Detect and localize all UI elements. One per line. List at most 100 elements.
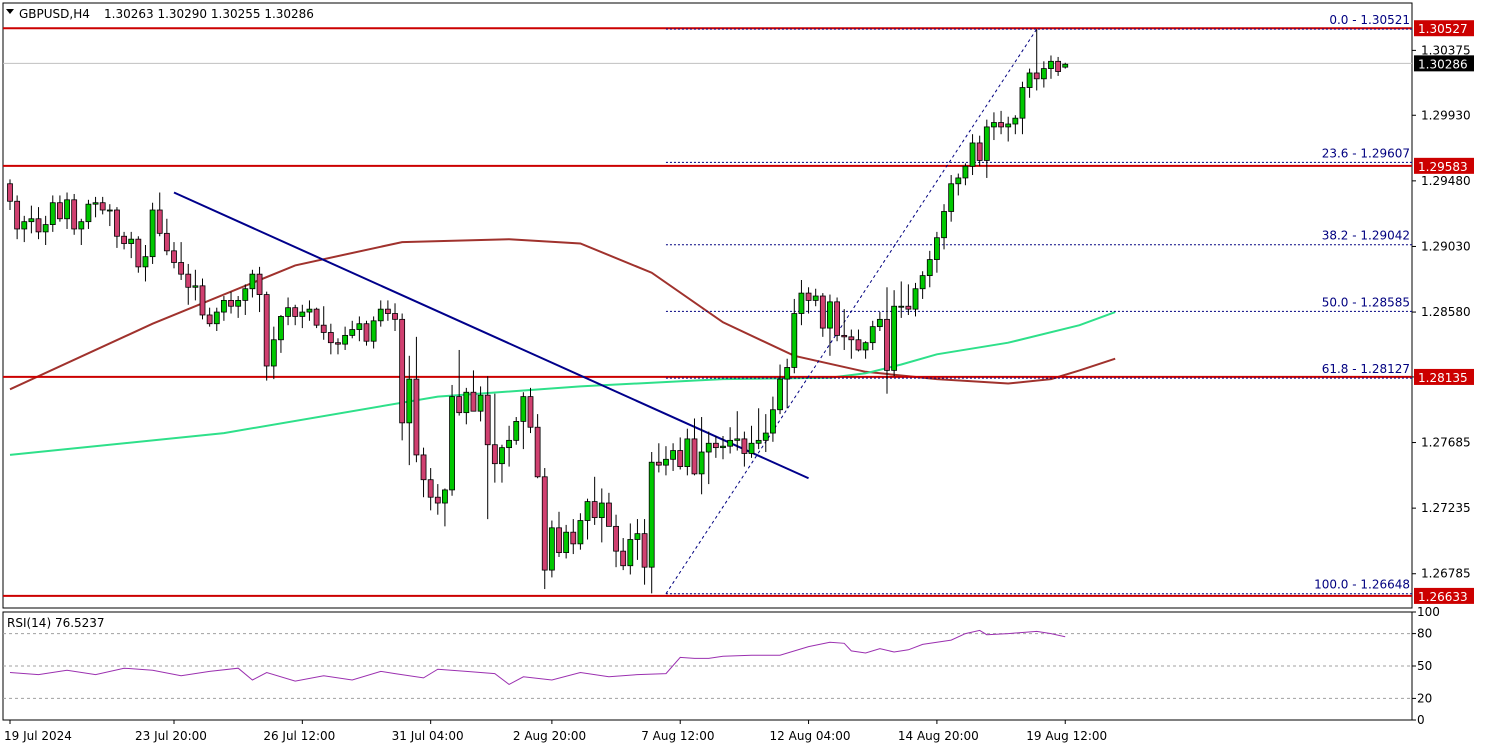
bullish-candle <box>734 438 741 441</box>
bullish-candle <box>926 259 933 277</box>
bullish-candle <box>962 165 969 179</box>
bearish-candle <box>905 305 912 310</box>
bullish-candle <box>499 447 505 465</box>
bullish-candle <box>648 461 655 568</box>
bearish-candle <box>1033 72 1040 80</box>
bullish-candle <box>213 311 220 325</box>
bullish-candle <box>92 202 99 205</box>
bearish-candle <box>320 324 327 333</box>
bullish-candle <box>142 256 149 268</box>
bullish-candle <box>42 224 49 233</box>
bullish-candle <box>49 202 56 225</box>
bearish-candle <box>805 292 812 301</box>
bearish-candle <box>641 533 648 568</box>
bullish-candle <box>477 394 484 412</box>
bearish-candle <box>841 334 848 338</box>
downtrend-line <box>173 191 809 480</box>
bullish-candle <box>1048 60 1054 70</box>
bullish-candle <box>299 311 306 317</box>
bullish-candle <box>235 299 242 307</box>
x-tick-label: 2 Aug 20:00 <box>513 729 586 743</box>
moving-average-slow-line <box>9 238 1116 391</box>
rsi-line <box>9 629 1066 685</box>
bullish-candle <box>862 342 869 351</box>
x-tick-label: 12 Aug 04:00 <box>770 729 851 743</box>
x-tick-label: 19 Aug 12:00 <box>1026 729 1107 743</box>
fibonacci-level-label: 0.0 - 1.30521 <box>1329 13 1410 27</box>
x-tick-label: 14 Aug 20:00 <box>898 729 979 743</box>
bearish-candle <box>14 200 21 230</box>
bullish-candle <box>941 211 947 239</box>
bullish-candle <box>128 238 135 244</box>
y-tick-label: 1.29480 <box>1421 174 1471 188</box>
fibonacci-level-label: 50.0 - 1.28585 <box>1322 295 1410 309</box>
rsi-title: RSI(14) 76.5237 <box>7 616 105 630</box>
bullish-candle <box>755 439 762 444</box>
bearish-candle <box>420 454 427 481</box>
bearish-candle <box>427 479 434 498</box>
bullish-candle <box>548 527 555 571</box>
bearish-candle <box>819 295 826 329</box>
bearish-candle <box>413 378 420 456</box>
bullish-candle <box>370 320 377 342</box>
bullish-candle <box>784 367 791 380</box>
ohlc-readout: 1.30263 1.30290 1.30255 1.30286 <box>104 7 314 21</box>
bearish-candle <box>470 391 477 412</box>
dropdown-triangle-icon[interactable] <box>6 9 14 14</box>
bullish-candle <box>919 275 926 290</box>
bullish-candle <box>442 489 448 504</box>
bearish-candle <box>491 444 498 465</box>
y-tick-label: 1.30375 <box>1421 43 1471 57</box>
bullish-candle <box>1040 68 1047 80</box>
bullish-candle <box>64 199 70 220</box>
bearish-candle <box>71 199 78 230</box>
bearish-candle <box>99 202 106 211</box>
bearish-candle <box>384 308 391 314</box>
bullish-candle <box>948 183 955 212</box>
y-tick-label: 1.29030 <box>1421 239 1471 253</box>
y-tick-label: 1.28580 <box>1421 305 1471 319</box>
bullish-candle <box>720 445 726 449</box>
bullish-candle <box>449 396 455 491</box>
bearish-candle <box>185 273 192 288</box>
bullish-candle <box>21 221 28 230</box>
bullish-candle <box>349 329 356 336</box>
bearish-candle <box>163 232 170 252</box>
bullish-candle <box>149 209 156 258</box>
bullish-candle <box>506 439 513 449</box>
bullish-candle <box>869 326 876 344</box>
bearish-candle <box>976 142 983 161</box>
bearish-candle <box>884 318 890 371</box>
x-tick-label: 19 Jul 2024 <box>4 729 72 743</box>
x-tick-label: 26 Jul 12:00 <box>263 729 335 743</box>
bullish-candle <box>598 502 605 519</box>
bearish-candle <box>313 308 320 326</box>
bullish-candle <box>770 409 776 434</box>
bearish-candle <box>484 394 491 446</box>
x-tick-label: 7 Aug 12:00 <box>641 729 714 743</box>
bearish-candle <box>35 218 42 233</box>
y-tick-label: 1.26785 <box>1421 567 1471 581</box>
bearish-candle <box>399 318 406 424</box>
bullish-candle <box>955 177 962 185</box>
bullish-candle <box>1026 72 1033 88</box>
price-level-tag-label: 1.28135 <box>1418 371 1468 385</box>
price-level-tag-label: 1.29583 <box>1418 160 1468 174</box>
bullish-candle <box>85 203 92 223</box>
bullish-candle <box>798 292 805 314</box>
bearish-candle <box>712 442 719 449</box>
bearish-candle <box>691 438 698 475</box>
fibonacci-level-label: 38.2 - 1.29042 <box>1322 229 1410 243</box>
bullish-candle <box>912 288 919 310</box>
bearish-candle <box>178 262 185 275</box>
bullish-candle <box>663 458 669 466</box>
bearish-candle <box>292 307 299 317</box>
bearish-candle <box>655 461 662 466</box>
bearish-candle <box>534 426 541 478</box>
symbol-timeframe: GBPUSD,H4 <box>19 7 90 21</box>
bullish-candle <box>78 221 85 230</box>
bullish-candle <box>705 442 712 453</box>
price-level-tag-label: 1.30527 <box>1418 22 1468 36</box>
bearish-candle <box>256 273 263 295</box>
